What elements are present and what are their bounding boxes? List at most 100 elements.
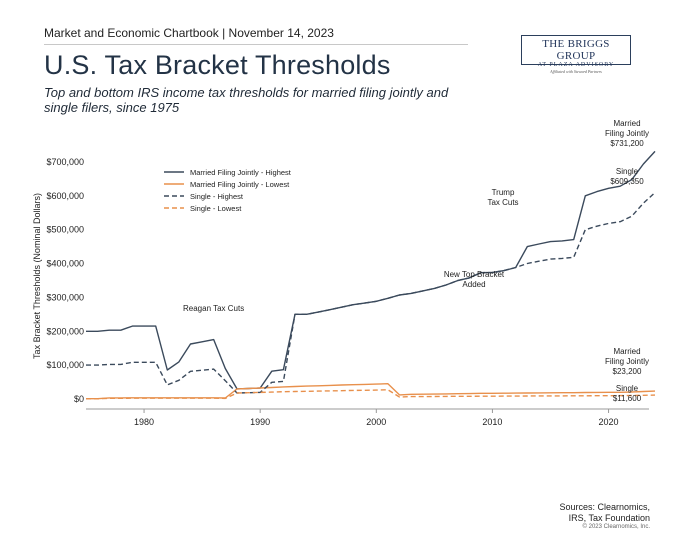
data-point [167, 398, 168, 399]
data-point [353, 304, 354, 305]
data-point [515, 393, 516, 394]
data-point [364, 390, 365, 391]
data-point [550, 395, 551, 396]
data-point [318, 312, 319, 313]
data-point [538, 261, 539, 262]
data-point [294, 314, 295, 315]
data-point [364, 303, 365, 304]
data-point [97, 331, 98, 332]
data-point [120, 398, 121, 399]
data-point [271, 371, 272, 372]
logo-line-3: Affiliated with Steward Partners [550, 69, 602, 74]
data-point [562, 240, 563, 241]
data-point [202, 398, 203, 399]
data-point [538, 243, 539, 244]
data-point [225, 368, 226, 369]
data-point [538, 395, 539, 396]
data-point [562, 258, 563, 259]
data-point [643, 203, 644, 204]
data-point [329, 385, 330, 386]
data-point [434, 288, 435, 289]
y-tick-label: $500,000 [46, 225, 84, 235]
data-point [399, 294, 400, 295]
data-point [422, 394, 423, 395]
data-point [585, 395, 586, 396]
source-line-2: IRS, Tax Foundation [568, 513, 650, 523]
chartbook-date-line: Market and Economic Chartbook | November… [44, 26, 334, 40]
data-point [573, 239, 574, 240]
data-point [341, 307, 342, 308]
data-point [596, 392, 597, 393]
data-point [654, 395, 655, 396]
y-tick-label: $600,000 [46, 191, 84, 201]
data-point [527, 392, 528, 393]
data-point [283, 391, 284, 392]
data-point [411, 396, 412, 397]
series-line [86, 383, 656, 400]
data-point [445, 396, 446, 397]
x-tick-label: 2000 [366, 417, 386, 427]
x-tick-label: 2010 [482, 417, 502, 427]
data-point [643, 163, 644, 164]
data-point [155, 326, 156, 327]
data-point [225, 398, 226, 399]
data-point [503, 393, 504, 394]
data-point [562, 395, 563, 396]
series-group [86, 150, 656, 390]
data-point [376, 301, 377, 302]
data-point [144, 398, 145, 399]
source-note: Sources: Clearnomics, IRS, Tax Foundatio… [559, 502, 650, 524]
data-point [167, 369, 168, 370]
data-point [306, 386, 307, 387]
annotation-trump: Trump [492, 188, 515, 197]
data-point [248, 392, 249, 393]
data-point [643, 391, 644, 392]
data-point [457, 393, 458, 394]
data-point [109, 330, 110, 331]
logo-line-1: THE BRIGGS GROUP [542, 38, 610, 62]
x-tick-label: 1990 [250, 417, 270, 427]
data-point [596, 191, 597, 192]
data-point [434, 394, 435, 395]
annotation-trump: Tax Cuts [487, 198, 518, 207]
series-group [86, 389, 656, 400]
data-point [573, 392, 574, 393]
data-point [457, 280, 458, 281]
annotation-mfj-high: Filing Jointly [605, 129, 649, 138]
data-point [585, 195, 586, 196]
data-point [283, 386, 284, 387]
data-point [550, 392, 551, 393]
data-point [399, 394, 400, 395]
data-point [492, 396, 493, 397]
annotation-mfj-high: Married [613, 119, 640, 128]
data-point [387, 298, 388, 299]
annotation-single-high: $609,350 [610, 177, 644, 186]
annotation-mfj-high: $731,200 [610, 139, 644, 148]
y-tick-label: $700,000 [46, 157, 84, 167]
data-point [376, 384, 377, 385]
data-point [329, 390, 330, 391]
series-line [86, 192, 656, 394]
axis-layer: $0 $100,000 $200,000 $300,000 $400,000 $500,0… [32, 157, 649, 427]
data-point [132, 326, 133, 327]
data-point [480, 393, 481, 394]
series-line [86, 150, 656, 390]
data-point [527, 246, 528, 247]
data-point [341, 390, 342, 391]
data-point [515, 396, 516, 397]
data-point [457, 396, 458, 397]
data-point [120, 330, 121, 331]
logo-line-2: AT PLAZA ADVISORY [537, 62, 615, 68]
data-point [596, 226, 597, 227]
annotation-single-high: Single [616, 167, 639, 176]
data-point [155, 362, 156, 363]
data-point [422, 290, 423, 291]
data-point [213, 339, 214, 340]
data-point [202, 341, 203, 342]
data-point [538, 392, 539, 393]
data-point [178, 398, 179, 399]
data-point [306, 391, 307, 392]
data-point [294, 386, 295, 387]
data-point [387, 383, 388, 384]
